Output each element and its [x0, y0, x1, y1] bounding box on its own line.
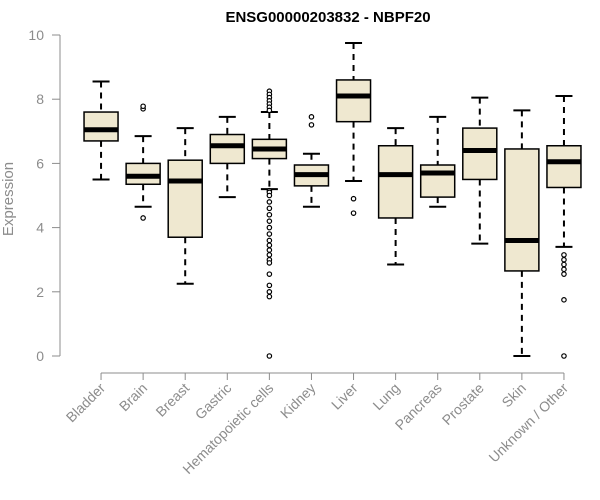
chart-title: ENSG00000203832 - NBPF20: [225, 9, 430, 26]
y-axis: 0 2 4 6 8 10: [28, 27, 61, 364]
outlier-point: [266, 237, 273, 244]
box-lung: [377, 127, 414, 266]
y-tick-label: 2: [36, 284, 44, 300]
x-tick-label: Liver: [328, 380, 361, 413]
x-tick-label: Skin: [498, 380, 529, 411]
outlier-point: [350, 210, 357, 216]
outlier-point: [266, 205, 273, 212]
x-tick-label: Kidney: [277, 380, 319, 422]
box-breast: [167, 127, 203, 285]
outlier-point: [561, 297, 567, 303]
outlier-point: [266, 260, 273, 266]
outlier-point: [266, 224, 273, 231]
y-tick-label: 0: [36, 348, 44, 364]
iqr-box: [335, 79, 372, 123]
outlier-point: [266, 353, 273, 359]
outlier-point: [350, 195, 357, 202]
outlier-point: [266, 271, 273, 277]
x-tick-label: Brain: [116, 380, 150, 414]
iqr-box: [209, 133, 246, 165]
outlier-point: [561, 266, 567, 273]
box-prostate: [462, 96, 498, 245]
outlier-point: [308, 122, 315, 128]
iqr-box: [167, 159, 203, 238]
box-unknown-other: [546, 94, 582, 359]
outlier-point: [266, 192, 273, 199]
iqr-box: [83, 111, 119, 142]
outlier-point: [561, 271, 567, 277]
y-tick-label: 8: [36, 91, 44, 107]
outlier-point: [266, 293, 273, 300]
box-liver: [335, 42, 372, 216]
iqr-box: [462, 127, 498, 181]
x-tick-label: Breast: [152, 380, 192, 420]
outlier-point: [561, 261, 567, 268]
y-tick-label: 4: [36, 220, 44, 236]
outlier-point: [266, 211, 273, 218]
iqr-box: [419, 164, 456, 198]
outlier-point: [561, 252, 567, 258]
outlier-point: [266, 288, 273, 295]
outlier-point: [140, 215, 146, 221]
iqr-box: [546, 144, 582, 189]
box-brain: [125, 103, 161, 221]
outlier-point: [266, 218, 273, 224]
boxes-group: [83, 42, 582, 359]
x-tick-label: Pancreas: [392, 380, 445, 433]
box-kidney: [293, 114, 330, 208]
iqr-box: [504, 148, 540, 272]
x-tick-label: Lung: [369, 380, 402, 413]
x-tick-label: Unknown / Other: [485, 380, 571, 466]
y-tick-label: 10: [28, 27, 44, 43]
outlier-point: [561, 256, 567, 263]
box-hematopoietic-cells: [251, 88, 288, 359]
outlier-point: [266, 242, 273, 249]
outlier-point: [266, 231, 273, 237]
x-tick-label: Bladder: [63, 380, 109, 426]
outlier-point: [266, 199, 273, 205]
y-axis-label: Expression: [0, 162, 17, 236]
box-skin: [504, 109, 540, 357]
outlier-point: [266, 107, 273, 114]
y-tick-label: 6: [36, 155, 44, 171]
box-pancreas: [419, 115, 456, 208]
outlier-point: [266, 247, 273, 253]
x-tick-label: Prostate: [439, 380, 487, 428]
outlier-point: [140, 103, 146, 110]
iqr-box: [377, 144, 414, 219]
outlier-point: [266, 252, 273, 258]
box-bladder: [83, 80, 119, 181]
outlier-point: [308, 114, 315, 120]
outlier-point: [266, 282, 273, 289]
outlier-point: [561, 353, 567, 359]
box-gastric: [209, 115, 246, 199]
